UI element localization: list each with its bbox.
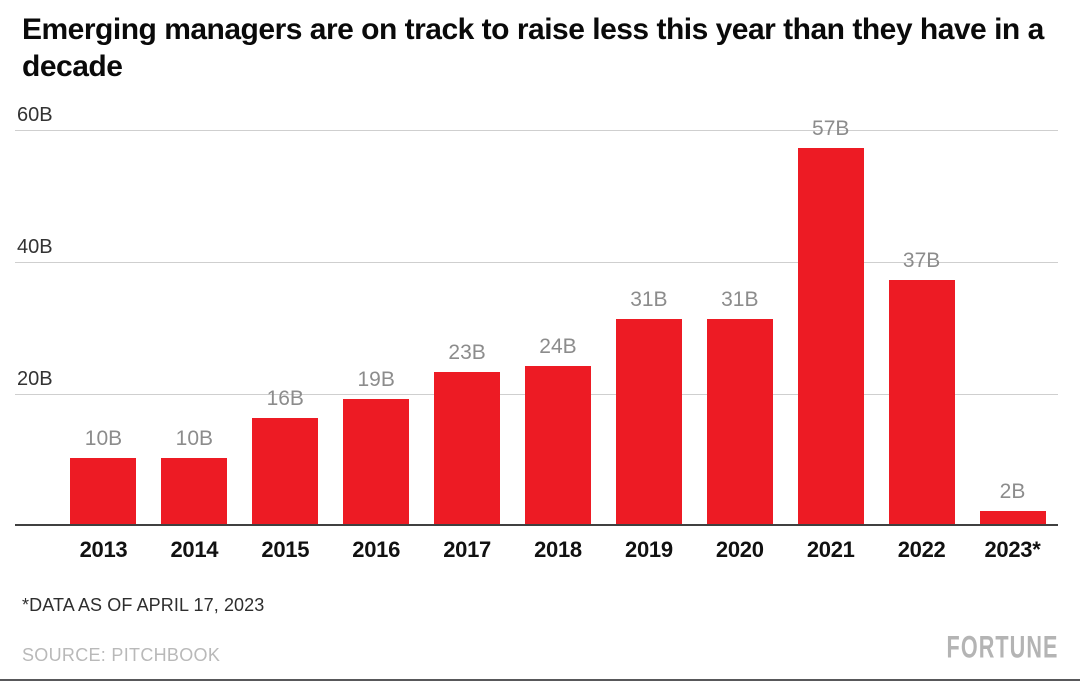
bar-value-label: 16B <box>266 386 304 410</box>
bar-2020 <box>706 318 773 524</box>
bottom-rule <box>0 679 1080 681</box>
bar-value-label: 31B <box>721 287 759 311</box>
bar-2023 <box>979 510 1046 524</box>
bar-group-2016: 19B <box>331 368 422 524</box>
x-tick-label-2013: 2013 <box>79 536 128 562</box>
data-footnote: *DATA AS OF APRIL 17, 2023 <box>22 594 265 615</box>
bar-2021 <box>797 147 864 524</box>
gridline-60B: 60B <box>15 104 1058 131</box>
bar-group-2021: 57B <box>785 117 876 524</box>
bar-group-2022: 37B <box>876 249 967 524</box>
bar-group-2014: 10B <box>149 427 240 524</box>
bar-group-2019: 31B <box>603 288 694 524</box>
bar-2013 <box>70 457 137 524</box>
gridline-40B: 40B <box>15 236 1058 263</box>
x-tick-label-2019: 2019 <box>625 536 673 562</box>
chart-page: Emerging managers are on track to raise … <box>0 12 1080 686</box>
x-tick-label-2014: 2014 <box>170 536 219 562</box>
bar-value-label: 24B <box>539 334 577 358</box>
bar-group-2015: 16B <box>240 387 331 524</box>
x-axis-line <box>15 523 1058 526</box>
bar-2014 <box>161 457 228 524</box>
x-tick-label-2017: 2017 <box>443 536 491 562</box>
bar-group-2018: 24B <box>513 335 604 524</box>
bar-chart-plot-area: 60B 40B 20B 10B 10B 16B 19B 23B 24B 31B 31B 57B 37B… <box>15 96 1058 526</box>
x-tick-label-2016: 2016 <box>352 536 401 562</box>
footer: SOURCE: PITCHBOOK FORTUNE <box>22 630 1058 666</box>
bar-2017 <box>434 371 501 524</box>
bar-2018 <box>524 365 591 524</box>
bar-value-label: 10B <box>84 426 123 450</box>
bar-2022 <box>888 279 955 524</box>
bar-value-label: 31B <box>630 287 668 311</box>
y-tick-label: 40B <box>17 235 53 258</box>
bar-value-label: 23B <box>448 340 486 364</box>
x-tick-label-2022: 2022 <box>897 536 946 562</box>
bar-value-label: 37B <box>902 248 941 272</box>
bar-group-2020: 31B <box>694 288 785 524</box>
chart-title: Emerging managers are on track to raise … <box>22 13 1044 83</box>
bar-value-label: 19B <box>357 367 395 391</box>
x-tick-label-2015: 2015 <box>261 536 310 562</box>
y-tick-label: 60B <box>17 103 53 126</box>
x-tick-label-2023: 2023* <box>984 536 1041 562</box>
bar-group-2017: 23B <box>422 341 513 524</box>
bar-2019 <box>615 318 682 524</box>
bar-2016 <box>343 398 410 524</box>
y-tick-label: 20B <box>17 367 53 390</box>
x-tick-label-2020: 2020 <box>715 536 764 562</box>
bar-group-2023: 2B <box>967 480 1058 524</box>
bar-value-label: 2B <box>999 479 1026 503</box>
bar-value-label: 57B <box>812 116 850 140</box>
fortune-logo: FORTUNE <box>946 630 1058 665</box>
x-tick-label-2021: 2021 <box>806 536 855 562</box>
bar-2015 <box>252 417 319 524</box>
x-tick-label-2018: 2018 <box>534 536 582 562</box>
bars-row: 10B 10B 16B 19B 23B 24B 31B 31B 57B 37B 2B <box>58 96 1058 524</box>
bar-value-label: 10B <box>175 426 214 450</box>
source-credit: SOURCE: PITCHBOOK <box>22 644 221 665</box>
bar-group-2013: 10B <box>58 427 149 524</box>
x-axis-labels: 2013 2014 2015 2016 2017 2018 2019 2020 2021 2022… <box>58 526 1058 563</box>
